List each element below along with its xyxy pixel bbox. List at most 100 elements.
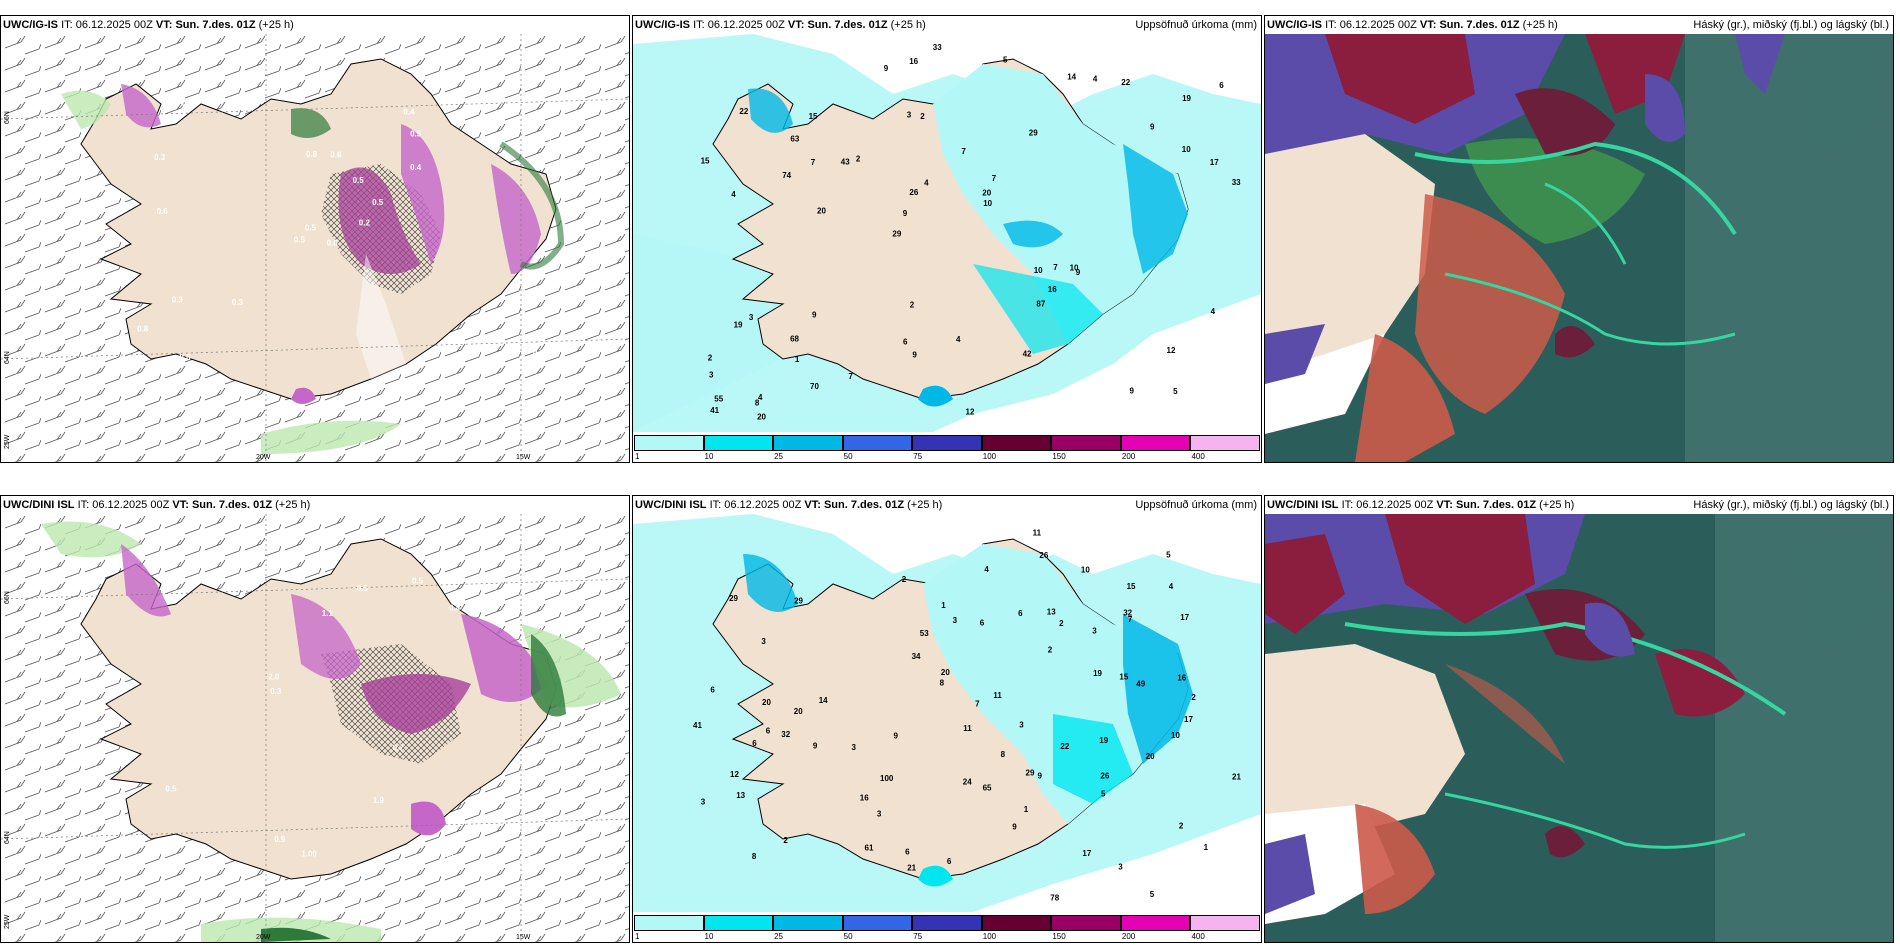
value-label: 2	[1191, 693, 1196, 702]
value-label: 0.7	[523, 800, 535, 809]
colorbar-tick: 150	[1052, 452, 1066, 461]
value-label: 2	[708, 354, 713, 363]
value-label: 26	[1100, 772, 1109, 781]
value-label: 0.5	[357, 584, 369, 593]
panel-title: UWC/DINI ISL IT: 06.12.2025 00Z VT: Sun.…	[1267, 499, 1575, 511]
value-label: 14	[1067, 73, 1076, 82]
value-label: 0.4	[403, 108, 415, 117]
value-label: 0.8	[306, 150, 318, 159]
value-label: 9	[813, 741, 818, 750]
value-label: 3	[907, 111, 912, 120]
map-dini-clouds[interactable]	[1265, 514, 1893, 942]
lat-label: 66N	[4, 111, 11, 124]
value-label: 70	[810, 382, 819, 391]
value-label: 0.3	[232, 298, 244, 307]
colorbar-swatch	[1120, 915, 1191, 931]
value-label: 20	[762, 698, 771, 707]
value-label: 5	[1101, 790, 1106, 799]
map-ig-precip[interactable]: 5 4 19 29 29 4 3 7 3 2 3 1 2 7 9 22 16 33 10 10 9 6 26 15 14 9 9 12…	[633, 34, 1261, 432]
colorbar-swatch	[773, 915, 843, 931]
value-label: 4	[924, 179, 929, 188]
value-label: 0.9	[274, 835, 286, 844]
value-label: 4	[956, 335, 961, 344]
value-label: 12	[1167, 346, 1176, 355]
value-label: 0.7	[393, 743, 405, 752]
value-label: 14	[819, 696, 828, 705]
value-label: 1	[795, 355, 800, 364]
value-label: 0.6	[482, 860, 494, 869]
value-label: 6	[1219, 81, 1224, 90]
value-label: 9	[1150, 122, 1155, 131]
panel-dini-precip: UWC/DINI ISL IT: 06.12.2025 00Z VT: Sun.…	[632, 495, 1262, 943]
colorbar: 1 10 25 50 75 100 150 200 400	[634, 915, 1260, 941]
value-label: 0.3	[172, 296, 184, 305]
value-label: 2	[1059, 619, 1064, 628]
map-dini-wind[interactable]: 66N 64N 25W 20W 15W 0.8 0.7 0.7 1.9 1.1 0.5 0.…	[1, 514, 629, 942]
value-label: 6	[947, 857, 952, 866]
colorbar-tick: 50	[843, 932, 853, 941]
value-label: 10	[1070, 263, 1079, 272]
colorbar-swatch	[912, 435, 982, 451]
value-label: 32	[781, 730, 790, 739]
value-label: 3	[709, 371, 714, 380]
value-label: 1.9	[373, 796, 385, 805]
value-label: 26	[1039, 551, 1048, 560]
value-label: 29	[1026, 769, 1035, 778]
value-label: 9	[912, 350, 917, 359]
lon-label: 20W	[256, 934, 271, 941]
colorbar-tick: 10	[704, 452, 714, 461]
panel-title: UWC/DINI ISL IT: 06.12.2025 00Z VT: Sun.…	[3, 499, 311, 511]
map-ig-wind[interactable]: 66N 64N 25W 20W 15W 0.6 0.3 0.5 0.8 0.5 0.3 0.…	[1, 34, 629, 462]
value-label: 4	[731, 190, 736, 199]
colorbar-swatch	[1051, 915, 1121, 931]
value-label: 9	[894, 731, 899, 740]
value-label: 4	[758, 393, 763, 402]
value-label: 16	[1048, 285, 1057, 294]
value-label: 0.6	[179, 353, 191, 362]
colorbar-tick: 150	[1052, 932, 1066, 941]
value-label: 29	[892, 230, 901, 239]
value-label: 17	[1082, 849, 1091, 858]
value-label: 78	[1050, 893, 1059, 902]
value-label: 43	[841, 157, 850, 166]
value-label: 2.0	[268, 672, 280, 681]
value-label: 9	[1038, 772, 1043, 781]
colorbar-swatch	[1051, 435, 1121, 451]
value-label: 0.2	[359, 219, 371, 228]
value-label: 5	[1003, 56, 1008, 65]
value-label: 33	[933, 43, 942, 52]
value-label: 33	[1232, 178, 1241, 187]
value-label: 32	[1123, 609, 1132, 618]
value-label: 0.5	[410, 130, 422, 139]
value-label: 20	[757, 412, 766, 421]
value-label: 7	[848, 372, 853, 381]
panel-title: UWC/IG-IS IT: 06.12.2025 00Z VT: Sun. 7.…	[1267, 19, 1558, 31]
colorbar-tick: 1	[635, 932, 640, 941]
value-label: 0.6	[330, 151, 342, 160]
lon-label: 15W	[516, 454, 531, 461]
value-label: 2	[783, 836, 788, 845]
value-label: 0.5	[533, 349, 545, 358]
value-label: 0.3	[270, 687, 282, 696]
value-label: 2	[902, 575, 907, 584]
value-label: 17	[1180, 613, 1189, 622]
value-label: 19	[734, 321, 743, 330]
value-label: 0.5	[353, 176, 365, 185]
map-dini-precip[interactable]: 5 32 29 29 2 3 2 3 3 3 2 3 3 2 3 13 19 7 6 8 5 6 15 21 17 20 9 11 8 4…	[633, 514, 1261, 912]
value-label: 13	[736, 791, 745, 800]
map-ig-clouds[interactable]	[1265, 34, 1893, 462]
value-label: 0.8	[137, 324, 149, 333]
value-label: 11	[993, 691, 1002, 700]
colorbar-tick: 10	[704, 932, 714, 941]
colorbar-swatch	[912, 915, 982, 931]
colorbar-swatch	[773, 435, 843, 451]
panel-title: UWC/IG-IS IT: 06.12.2025 00Z VT: Sun. 7.…	[635, 19, 926, 31]
value-label: 0.4	[182, 101, 194, 110]
colorbar-tick: 100	[982, 932, 997, 941]
value-label: 2	[910, 300, 915, 309]
colorbar-tick: 100	[982, 452, 997, 461]
value-label: 8	[1001, 750, 1006, 759]
value-label: 9	[903, 209, 908, 218]
panel-subtitle: Uppsöfnuð úrkoma (mm)	[1135, 499, 1257, 511]
